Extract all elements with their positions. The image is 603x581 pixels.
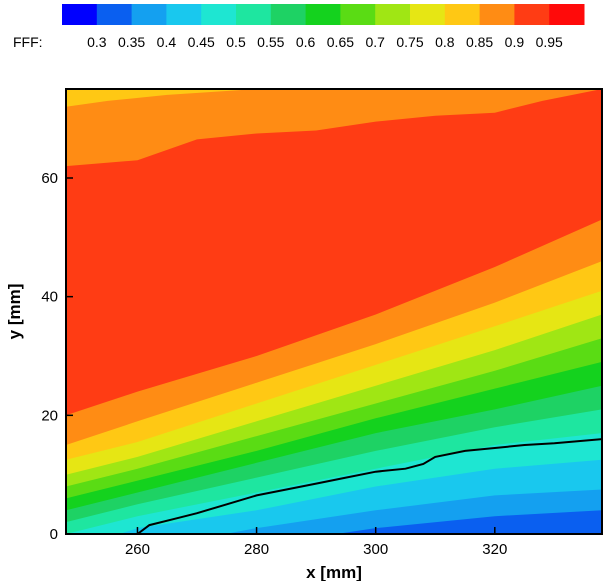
- colorbar-tick-label: 0.65: [327, 34, 354, 50]
- contour-band: [66, 89, 602, 167]
- x-tick-label: 320: [482, 541, 507, 558]
- y-tick-label: 40: [41, 289, 58, 306]
- colorbar-variable-label: FFF:: [13, 34, 43, 50]
- y-tick-label: 20: [41, 407, 58, 424]
- colorbar-swatch: [131, 4, 167, 25]
- x-tick-label: 260: [125, 541, 150, 558]
- colorbar-tick-label: 0.95: [536, 34, 563, 50]
- colorbar-tick-label: 0.75: [396, 34, 423, 50]
- colorbar-swatch: [410, 4, 446, 25]
- x-tick-label: 280: [244, 541, 269, 558]
- colorbar-tick-label: 0.5: [226, 34, 246, 50]
- colorbar-tick-label: 0.7: [365, 34, 385, 50]
- contour-band: [66, 89, 602, 416]
- contour-band: [66, 89, 257, 107]
- colorbar-swatch: [166, 4, 202, 25]
- y-axis: 0 20 40 60: [41, 170, 73, 543]
- contour-fill-layer: [66, 89, 602, 534]
- x-axis: 260 280 300 320: [125, 527, 507, 558]
- y-axis-title: y [mm]: [5, 284, 24, 340]
- colorbar-tick-label: 0.9: [505, 34, 525, 50]
- colorbar-swatch: [236, 4, 272, 25]
- colorbar-tick-label: 0.8: [435, 34, 455, 50]
- colorbar-swatch: [62, 4, 98, 25]
- contour-line: [136, 438, 602, 534]
- colorbar-swatch: [305, 4, 341, 25]
- colorbar-tick-label: 0.35: [118, 34, 145, 50]
- colorbar: [62, 4, 585, 25]
- colorbar-swatch: [514, 4, 550, 25]
- colorbar-tick-label: 0.45: [188, 34, 215, 50]
- colorbar-swatch: [479, 4, 515, 25]
- colorbar-swatch: [201, 4, 237, 25]
- colorbar-swatch: [340, 4, 376, 25]
- y-tick-label: 60: [41, 170, 58, 187]
- colorbar-swatch: [270, 4, 307, 25]
- colorbar-swatch: [549, 4, 585, 25]
- colorbar-swatch: [96, 4, 133, 25]
- colorbar-labels: 0.3 0.35 0.4 0.45 0.5 0.55 0.6 0.65 0.7 0.75 0.8 0.…: [87, 34, 563, 50]
- colorbar-swatch: [444, 4, 481, 25]
- y-tick-label: 0: [50, 526, 58, 543]
- x-tick-label: 300: [363, 541, 388, 558]
- colorbar-tick-label: 0.85: [466, 34, 493, 50]
- x-axis-title: x [mm]: [306, 563, 362, 581]
- colorbar-tick-label: 0.6: [296, 34, 316, 50]
- colorbar-tick-label: 0.3: [87, 34, 107, 50]
- plot-frame: [65, 88, 603, 535]
- colorbar-tick-label: 0.55: [257, 34, 284, 50]
- colorbar-swatch: [375, 4, 411, 25]
- colorbar-tick-label: 0.4: [157, 34, 177, 50]
